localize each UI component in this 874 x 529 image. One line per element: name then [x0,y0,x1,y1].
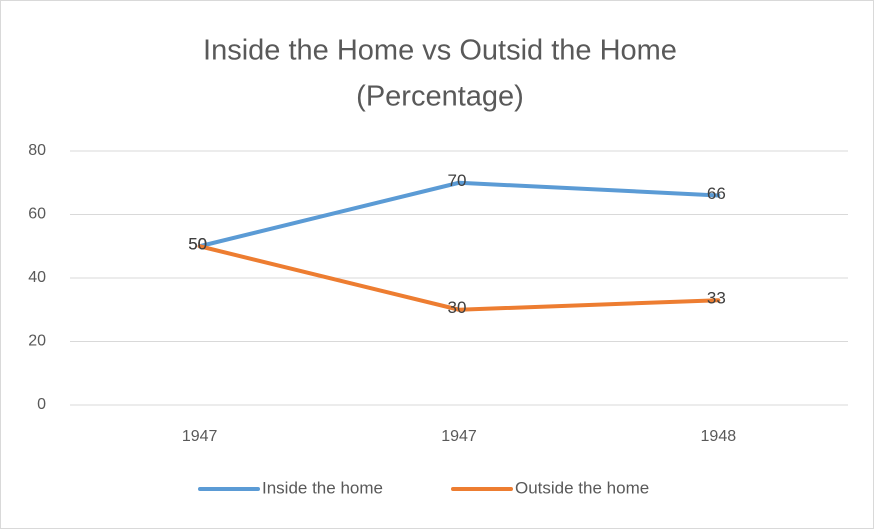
x-tick-label: 1947 [441,428,477,445]
data-label: 50 [188,235,207,254]
y-tick-label: 60 [28,206,46,223]
y-tick-label: 40 [28,269,46,286]
y-tick-label: 0 [37,396,46,413]
data-label: 70 [448,171,467,190]
series-line [197,180,721,249]
data-label: 30 [448,298,467,317]
chart-title: (Percentage) [356,81,524,113]
x-tick-label: 1947 [182,428,218,445]
series-line [197,244,721,312]
chart-title: Inside the Home vs Outsid the Home [203,35,677,67]
legend-label: Outside the home [515,478,649,497]
legend-label: Inside the home [262,478,383,497]
x-tick-label: 1948 [701,428,737,445]
y-tick-label: 80 [28,142,46,159]
y-tick-label: 20 [28,333,46,350]
data-label: 33 [707,289,726,308]
data-label: 50 [188,235,207,254]
data-label: 66 [707,184,726,203]
